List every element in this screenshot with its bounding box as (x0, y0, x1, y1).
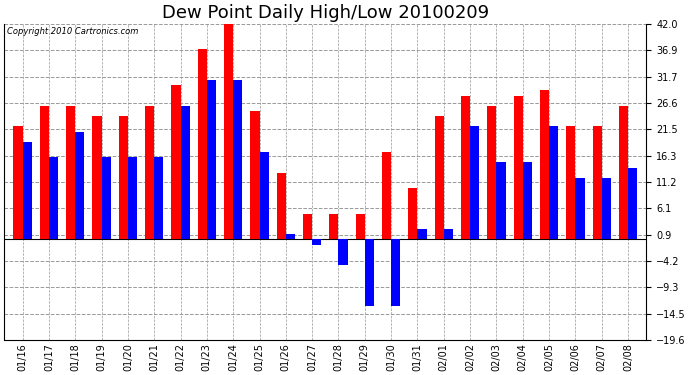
Bar (171, 86, 181, 239)
Bar (513, 96, 523, 239)
Bar (75, 132, 84, 239)
Bar (181, 106, 190, 239)
Bar (49, 157, 58, 239)
Bar (523, 162, 532, 239)
Bar (101, 157, 111, 239)
Bar (119, 116, 128, 239)
Bar (408, 188, 417, 239)
Bar (339, 239, 348, 265)
Bar (566, 126, 575, 239)
Bar (487, 106, 496, 239)
Bar (329, 214, 339, 239)
Bar (224, 24, 233, 239)
Bar (593, 126, 602, 239)
Bar (277, 172, 286, 239)
Bar (619, 106, 628, 239)
Bar (444, 229, 453, 239)
Bar (365, 239, 374, 306)
Bar (286, 234, 295, 239)
Bar (92, 116, 101, 239)
Bar (461, 96, 470, 239)
Bar (233, 80, 242, 239)
Bar (540, 90, 549, 239)
Bar (382, 152, 391, 239)
Bar (628, 168, 638, 239)
Title: Dew Point Daily High/Low 20100209: Dew Point Daily High/Low 20100209 (161, 4, 489, 22)
Bar (303, 214, 312, 239)
Bar (435, 116, 444, 239)
Bar (66, 106, 75, 239)
Bar (391, 239, 400, 306)
Bar (312, 239, 322, 244)
Bar (496, 162, 506, 239)
Bar (250, 111, 259, 239)
Bar (197, 50, 207, 239)
Bar (13, 126, 23, 239)
Bar (23, 142, 32, 239)
Bar (470, 126, 480, 239)
Bar (417, 229, 426, 239)
Text: Copyright 2010 Cartronics.com: Copyright 2010 Cartronics.com (8, 27, 139, 36)
Bar (128, 157, 137, 239)
Bar (207, 80, 216, 239)
Bar (155, 157, 164, 239)
Bar (145, 106, 155, 239)
Bar (355, 214, 365, 239)
Bar (259, 152, 268, 239)
Bar (602, 178, 611, 239)
Bar (575, 178, 584, 239)
Bar (549, 126, 558, 239)
Bar (40, 106, 49, 239)
